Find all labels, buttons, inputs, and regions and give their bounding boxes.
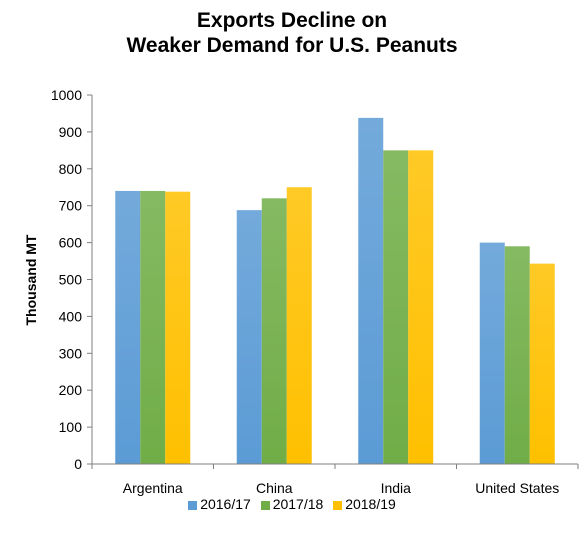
x-tick-label-china: China (256, 480, 293, 496)
bar-china-2018-19 (286, 187, 312, 464)
bar-india-2017-18 (383, 150, 409, 464)
legend-swatch-2017-18 (260, 501, 270, 511)
x-tick-label-united-states: United States (475, 480, 559, 496)
bar-united-states-2016-17 (479, 242, 505, 464)
chart-title-line-2: Weaker Demand for U.S. Peanuts (126, 34, 458, 57)
legend-label-2016-17: 2016/17 (200, 496, 251, 513)
y-tick-label: 1000 (51, 87, 82, 103)
bar-china-2017-18 (261, 198, 287, 464)
bar-argentina-2017-18 (140, 190, 166, 464)
legend-item-2018-19: 2018/19 (333, 496, 396, 512)
bar-argentina-2018-19 (165, 191, 191, 465)
x-tick-label-india: India (381, 480, 412, 496)
legend-swatch-2016-17 (188, 501, 198, 511)
y-tick-label: 500 (59, 272, 83, 288)
y-tick-label: 0 (74, 456, 82, 472)
y-tick-label: 600 (59, 235, 83, 251)
legend-swatch-2018-19 (333, 501, 343, 511)
y-tick-label: 700 (59, 198, 83, 214)
bar-china-2016-17 (236, 210, 262, 464)
bar-united-states-2018-19 (529, 263, 555, 464)
legend-label-2018-19: 2018/19 (345, 496, 396, 513)
legend: 2016/17 2017/18 2018/19 (0, 495, 584, 512)
y-tick-label: 900 (59, 124, 83, 140)
legend-item-2016-17: 2016/17 (188, 496, 251, 512)
bar-india-2016-17 (358, 117, 384, 465)
bar-india-2018-19 (408, 150, 434, 464)
chart-title-line-1: Exports Decline on (196, 9, 388, 32)
legend-label-2017-18: 2017/18 (272, 496, 324, 513)
y-tick-label: 800 (59, 161, 83, 177)
bars-group (115, 117, 555, 465)
bar-united-states-2017-18 (504, 246, 530, 464)
y-tick-label: 200 (59, 382, 83, 398)
x-tick-label-argentina: Argentina (123, 480, 183, 496)
axes-group: 0 100 200 300 400 500 600 700 800 900 1000 Argentin… (51, 87, 579, 496)
y-tick-label: 100 (59, 419, 83, 435)
y-tick-label: 300 (59, 345, 83, 361)
legend-item-2017-18: 2017/18 (260, 496, 324, 513)
y-axis-label: Thousand MT (23, 234, 39, 325)
bar-argentina-2016-17 (115, 190, 141, 464)
y-tick-label: 400 (59, 308, 83, 324)
